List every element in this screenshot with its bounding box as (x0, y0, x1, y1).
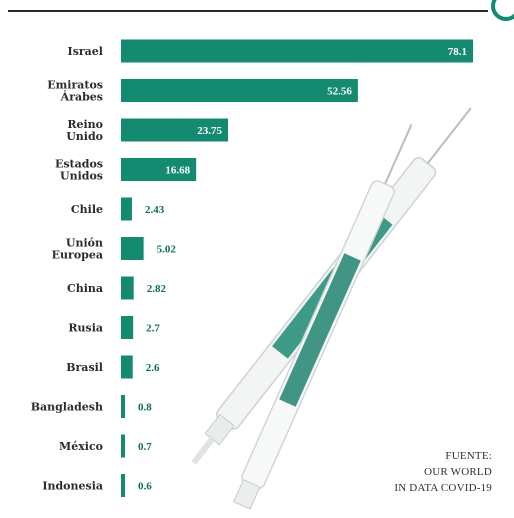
value-label: 0.8 (138, 402, 152, 414)
category-label: Emiratos Árabes (47, 79, 103, 104)
category-label: Indonesia (42, 480, 103, 493)
bar (121, 316, 134, 339)
value-label: 16.68 (165, 165, 190, 177)
category-label: Estados Unidos (55, 158, 103, 183)
bar (121, 434, 125, 458)
category-label: México (59, 440, 103, 453)
category-label: Rusia (68, 322, 103, 335)
source-note: FUENTE: OUR WORLD IN DATA COVID-19 (394, 448, 492, 496)
syringe-illustration (191, 107, 472, 510)
value-label: 78.1 (448, 46, 467, 58)
bar (121, 197, 132, 221)
bar (121, 355, 133, 379)
value-label: 0.6 (138, 481, 152, 493)
category-label: China (67, 282, 103, 295)
category-label: Reino Unido (66, 118, 103, 143)
bar (121, 118, 229, 142)
value-label: 2.43 (145, 204, 165, 216)
category-label: Bangladesh (31, 401, 103, 414)
category-label: Chile (71, 203, 103, 216)
source-line-3: IN DATA COVID-19 (394, 482, 492, 494)
value-label: 5.02 (157, 244, 177, 256)
value-label: 2.7 (146, 323, 160, 335)
category-label: Israel (68, 45, 103, 58)
category-label: Unión Europea (52, 237, 103, 262)
source-line-2: OUR WORLD (424, 466, 492, 478)
bar (121, 276, 134, 300)
source-line-1: FUENTE: (445, 450, 492, 462)
bar (121, 237, 144, 260)
value-label: 2.82 (147, 283, 167, 295)
value-label: 52.56 (327, 86, 352, 98)
bars-layer: Israel 78.1 Emiratos Árabes 52.56 Reino Unido 2… (31, 39, 473, 497)
bar (121, 474, 125, 497)
header-logo-icon (491, 0, 514, 21)
bar (121, 395, 125, 418)
category-label: Brasil (66, 361, 103, 374)
bar (121, 79, 358, 102)
value-label: 2.6 (146, 362, 160, 374)
value-label: 0.7 (138, 441, 152, 453)
bar (121, 39, 473, 63)
value-label: 23.75 (197, 125, 222, 137)
bar (121, 158, 197, 181)
